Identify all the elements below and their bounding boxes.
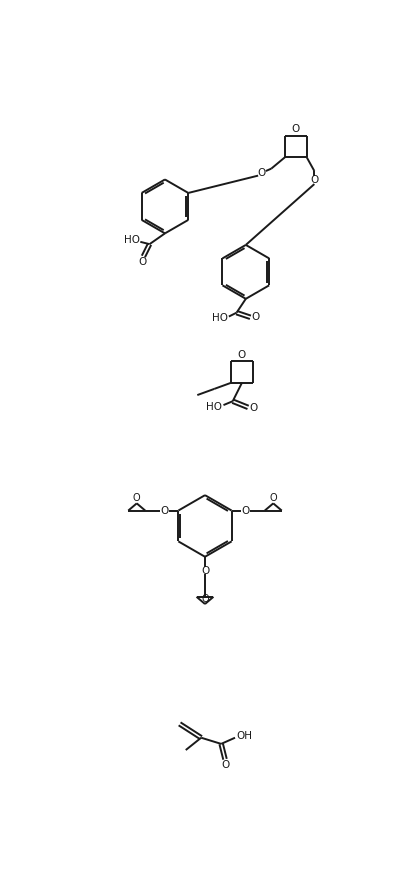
Text: O: O (258, 168, 266, 178)
Text: HO: HO (212, 313, 228, 323)
Text: O: O (201, 565, 209, 576)
Text: O: O (238, 350, 246, 360)
Text: O: O (310, 175, 318, 185)
Text: O: O (133, 493, 140, 503)
Text: O: O (242, 506, 250, 516)
Text: HO: HO (124, 236, 140, 245)
Text: O: O (201, 594, 209, 603)
Text: O: O (160, 506, 168, 516)
Text: O: O (138, 257, 147, 267)
Text: O: O (270, 493, 277, 503)
Text: OH: OH (236, 731, 252, 742)
Text: O: O (252, 312, 260, 323)
Text: O: O (249, 403, 258, 413)
Text: O: O (292, 124, 300, 135)
Text: O: O (221, 760, 229, 771)
Text: HO: HO (206, 401, 222, 412)
